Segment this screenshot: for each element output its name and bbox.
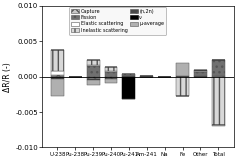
Bar [212, 125, 225, 126]
Bar [87, 66, 100, 77]
Bar [51, 75, 64, 77]
Bar [123, 74, 135, 75]
Bar [140, 76, 153, 77]
Bar [212, 60, 225, 76]
Bar [194, 72, 207, 76]
Bar [51, 71, 64, 75]
Bar [105, 79, 118, 80]
Bar [194, 70, 207, 71]
Bar [87, 60, 100, 65]
Bar [105, 80, 118, 83]
Bar [194, 71, 207, 72]
Bar [87, 80, 100, 85]
Bar [194, 76, 207, 77]
Bar [176, 77, 189, 96]
Legend: Capture, Fission, Elastic scattering, Inelastic scattering, (n,2n), ν, μ-average: Capture, Fission, Elastic scattering, In… [69, 7, 166, 35]
Bar [87, 65, 100, 66]
Bar [87, 77, 100, 79]
Bar [87, 79, 100, 80]
Bar [123, 77, 135, 99]
Bar [176, 63, 189, 76]
Y-axis label: ΔR/R (-): ΔR/R (-) [4, 62, 13, 92]
Bar [51, 80, 64, 96]
Bar [123, 75, 135, 77]
Bar [51, 50, 64, 71]
Bar [105, 72, 118, 77]
Bar [176, 76, 189, 77]
Bar [105, 68, 118, 71]
Bar [105, 71, 118, 72]
Bar [212, 77, 225, 125]
Bar [212, 76, 225, 77]
Bar [51, 77, 64, 80]
Bar [105, 77, 118, 79]
